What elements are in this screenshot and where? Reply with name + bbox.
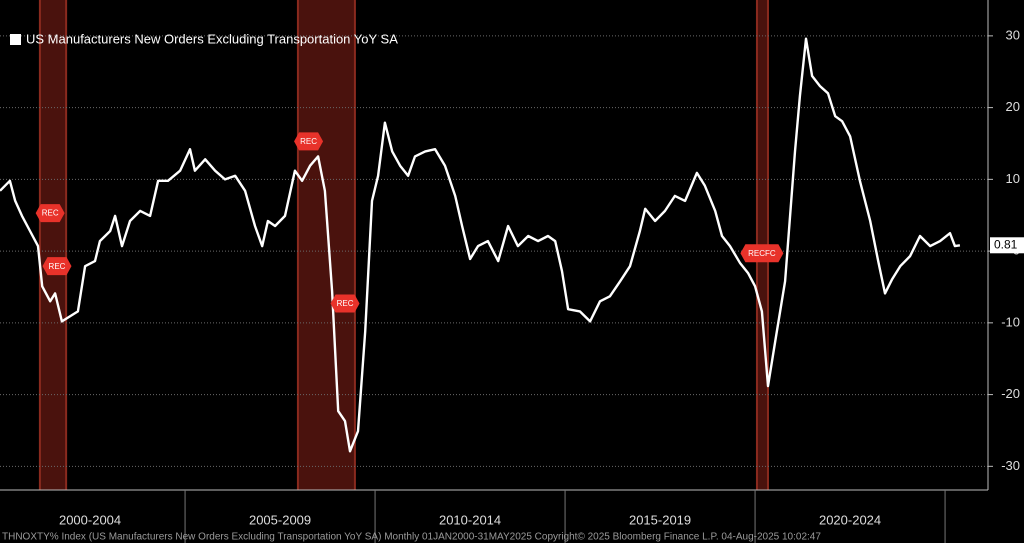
- y-tick-label: 20: [1006, 99, 1020, 114]
- y-tick-label: -30: [1001, 458, 1020, 473]
- annotation-badge: [294, 132, 324, 151]
- annotation-text: REC: [337, 299, 354, 308]
- y-tick-label: -20: [1001, 386, 1020, 401]
- legend-swatch: [10, 34, 21, 45]
- last-value-label: 0.81: [994, 237, 1018, 251]
- annotation-badge: [42, 257, 72, 276]
- recession-band: [297, 0, 355, 490]
- legend-title: US Manufacturers New Orders Excluding Tr…: [26, 31, 398, 46]
- source-note: THNOXTY% Index (US Manufacturers New Ord…: [2, 532, 821, 543]
- y-tick-label: 30: [1006, 27, 1020, 42]
- x-period-label: 2005-2009: [249, 512, 311, 527]
- recession-band: [39, 0, 67, 490]
- x-period-label: 2020-2024: [819, 512, 881, 527]
- annotation-text: REC: [49, 262, 66, 271]
- y-tick-label: 10: [1006, 171, 1020, 186]
- annotation-text: REC: [300, 137, 317, 146]
- y-tick-label: -10: [1001, 314, 1020, 329]
- data-line: [0, 37, 961, 453]
- x-period-label: 2015-2019: [629, 512, 691, 527]
- annotation-badge: [35, 204, 65, 223]
- plot-layer: 0.81 REC REC REC REC RECFC: [0, 37, 1024, 453]
- x-period-label: 2010-2014: [439, 512, 501, 527]
- annotation-text: REC: [42, 209, 59, 218]
- annotation-text: RECFC: [748, 249, 776, 258]
- last-value-box: [990, 237, 1024, 254]
- x-period-label: 2000-2004: [59, 512, 121, 527]
- annotation-badge: [740, 244, 784, 263]
- annotation-badge: [330, 294, 360, 313]
